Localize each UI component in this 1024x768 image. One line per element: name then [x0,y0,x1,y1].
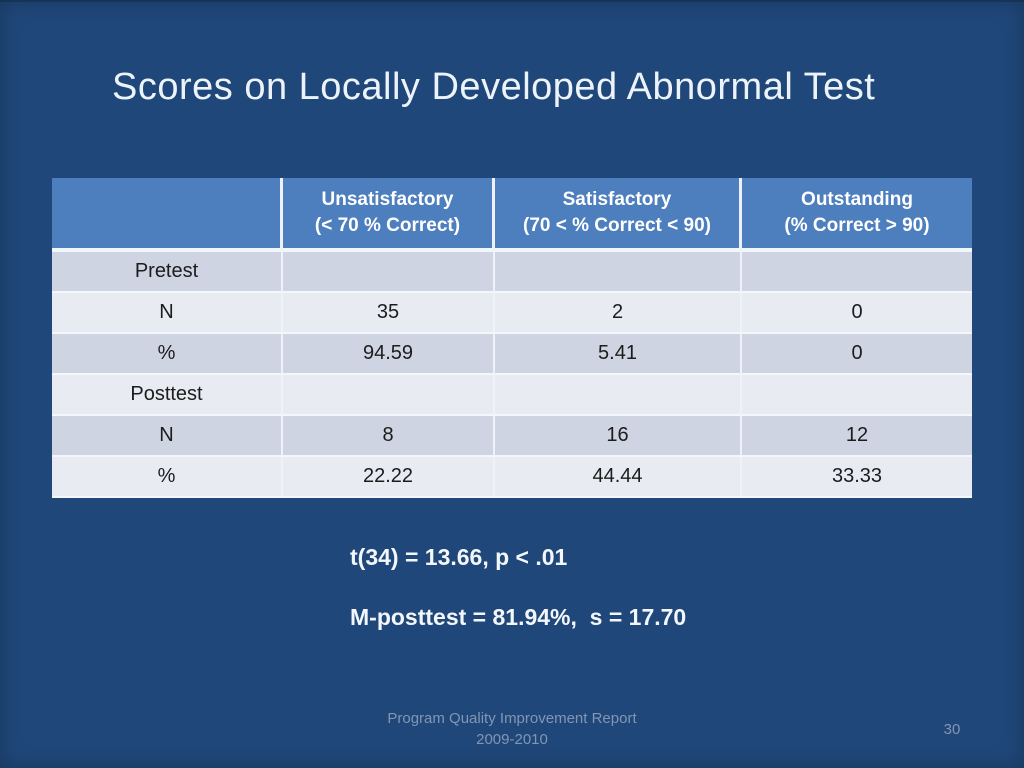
column-header-range: (70 < % Correct < 90) [523,215,711,236]
table-row-pretest: Pretest [52,252,972,293]
data-cell: 5.41 [495,334,742,375]
row-label-cell: N [52,293,283,334]
slide-footer: Program Quality Improvement Report 2009-… [0,708,1024,750]
table-row-posttest-pct: % 22.22 44.44 33.33 [52,457,972,498]
page-number: 30 [943,721,961,738]
data-cell: 44.44 [495,457,742,498]
data-cell: 2 [495,293,742,334]
data-cell [495,252,742,293]
posttest-mean-sd: M-posttest = 81.94%, s = 17.70 [350,604,687,630]
data-cell [283,252,495,293]
data-cell [283,375,495,416]
column-header-label: Outstanding [801,189,913,210]
t-test-result: t(34) = 13.66, p < .01 [350,544,568,570]
row-label-cell: % [52,457,283,498]
data-cell [742,375,972,416]
table-row-pretest-n: N 35 2 0 [52,293,972,334]
slide-title: Scores on Locally Developed Abnormal Tes… [112,66,876,108]
table-row-posttest: Posttest [52,375,972,416]
table-row-pretest-pct: % 94.59 5.41 0 [52,334,972,375]
column-header-label: Unsatisfactory [321,189,454,210]
data-cell: 12 [742,416,972,457]
row-label-cell: N [52,416,283,457]
table-row-posttest-n: N 8 16 12 [52,416,972,457]
data-cell: 22.22 [283,457,495,498]
scores-table: Unsatisfactory (< 70 % Correct) Satisfac… [52,178,972,498]
data-cell: 35 [283,293,495,334]
data-cell: 16 [495,416,742,457]
data-cell [742,252,972,293]
column-header-range: (% Correct > 90) [784,215,930,236]
column-header-unsatisfactory: Unsatisfactory (< 70 % Correct) [283,178,495,252]
row-label-cell: Pretest [52,252,283,293]
column-header-satisfactory: Satisfactory (70 < % Correct < 90) [495,178,742,252]
column-header-label: Satisfactory [562,189,672,210]
data-cell: 0 [742,334,972,375]
row-label-cell: % [52,334,283,375]
table-header-row: Unsatisfactory (< 70 % Correct) Satisfac… [52,178,972,252]
table-header: Unsatisfactory (< 70 % Correct) Satisfac… [52,178,972,252]
column-header-range: (< 70 % Correct) [314,215,461,236]
data-cell: 33.33 [742,457,972,498]
data-cell: 8 [283,416,495,457]
data-cell [495,375,742,416]
table-body: Pretest N 35 2 0 % 94.59 5.41 0 Posttest [52,252,972,498]
data-cell: 0 [742,293,972,334]
column-header-outstanding: Outstanding (% Correct > 90) [742,178,972,252]
row-label-cell: Posttest [52,375,283,416]
footer-report-title: Program Quality Improvement Report [387,710,637,727]
data-cell: 94.59 [283,334,495,375]
footer-report-years: 2009-2010 [476,731,548,748]
table-corner-cell [52,178,283,252]
